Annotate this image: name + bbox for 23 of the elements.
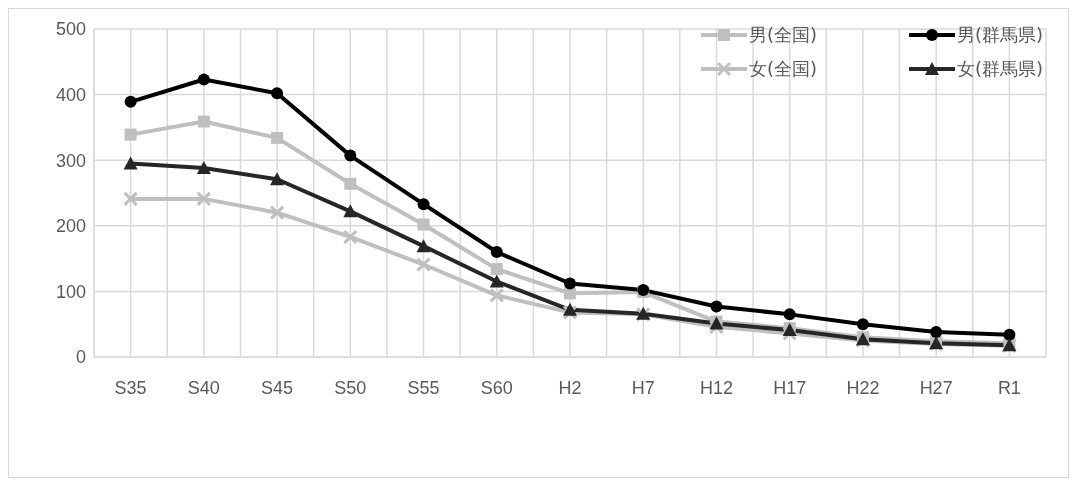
- legend-label: 男(群馬県): [956, 23, 1043, 47]
- y-tick-label: 300: [55, 150, 86, 171]
- x-tick-label: S35: [114, 377, 147, 398]
- legend-label: 女(群馬県): [956, 57, 1043, 81]
- x-tick-label: H27: [919, 377, 953, 398]
- x-tick-label: S40: [187, 377, 220, 398]
- x-tick-label: H7: [631, 377, 655, 398]
- x-tick-label: S45: [261, 377, 294, 398]
- x-tick-label: S50: [334, 377, 367, 398]
- x-tick-label: R1: [997, 377, 1021, 398]
- x-tick-label: H12: [699, 377, 733, 398]
- y-tick-label: 100: [55, 281, 86, 302]
- x-tick-label: H17: [773, 377, 807, 398]
- x-tick-label: S60: [480, 377, 513, 398]
- y-tick-label: 400: [55, 84, 86, 105]
- y-tick-label: 200: [55, 216, 86, 237]
- y-tick-label: 500: [55, 19, 86, 40]
- legend-label: 女(全国): [748, 57, 817, 81]
- x-tick-label: H22: [846, 377, 880, 398]
- y-tick-label: 0: [75, 347, 86, 368]
- x-tick-label: S55: [407, 377, 440, 398]
- x-tick-label: H2: [558, 377, 582, 398]
- legend-label: 男(全国): [748, 23, 817, 47]
